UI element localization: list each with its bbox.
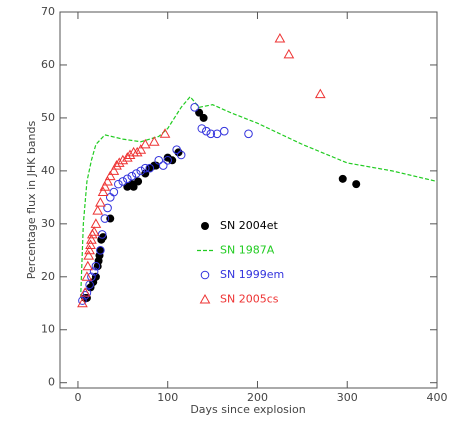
legend-label: SN 2005cs: [220, 293, 279, 306]
plot-frame: [59, 11, 438, 389]
point: [219, 126, 229, 136]
point: [97, 186, 109, 197]
point: [103, 203, 112, 213]
point: [154, 155, 164, 165]
point: [86, 234, 97, 244]
point: [85, 239, 96, 250]
x-tick-label: 400: [427, 391, 448, 404]
point: [113, 157, 125, 167]
point: [131, 169, 141, 178]
point: [199, 113, 208, 122]
legend-label: SN 1999em: [220, 268, 284, 281]
point: [84, 244, 95, 255]
point: [117, 154, 129, 165]
legend-swatch: [199, 293, 211, 304]
point: [176, 150, 186, 160]
point: [168, 156, 177, 165]
x-tick-label: 200: [247, 391, 268, 404]
point: [78, 296, 87, 305]
x-tick-label: 0: [74, 391, 81, 404]
x-tick-label: 100: [157, 391, 178, 404]
point: [96, 246, 105, 255]
point: [92, 205, 104, 215]
point: [274, 32, 286, 43]
point: [163, 155, 173, 165]
point: [95, 197, 106, 207]
point: [352, 180, 361, 189]
point: [197, 124, 207, 133]
y-axis-label: Percentage flux in JHK bands: [25, 121, 38, 280]
line: [80, 95, 438, 298]
legend-label: SN 2004et: [220, 219, 278, 232]
y-tick-label: 20: [41, 270, 55, 283]
point: [79, 287, 91, 297]
y-tick-label: 0: [48, 376, 55, 389]
point: [136, 166, 146, 176]
point: [123, 174, 132, 184]
point: [91, 272, 100, 281]
y-tick-label: 50: [41, 111, 55, 124]
point: [96, 246, 105, 255]
point: [159, 128, 171, 138]
point: [148, 136, 160, 146]
x-tick-label: 300: [337, 391, 358, 404]
point: [127, 171, 137, 181]
point: [124, 149, 136, 159]
point: [108, 165, 120, 175]
point: [102, 175, 113, 186]
point: [314, 88, 326, 99]
legend-swatch: [201, 222, 209, 230]
point: [283, 48, 295, 59]
point: [104, 170, 116, 181]
point: [114, 179, 123, 189]
y-tick-label: 10: [41, 323, 55, 336]
point: [109, 187, 119, 197]
point: [139, 138, 151, 149]
point: [202, 126, 211, 136]
point: [91, 261, 101, 271]
point: [89, 267, 99, 276]
point: [99, 233, 108, 242]
point: [158, 161, 168, 170]
point: [100, 214, 110, 223]
point: [111, 160, 122, 170]
point: [145, 163, 155, 173]
point: [90, 218, 102, 228]
point: [118, 177, 128, 186]
point: [206, 129, 216, 139]
point: [77, 297, 88, 308]
point: [99, 181, 111, 191]
point: [244, 129, 253, 139]
legend-label: SN 1987A: [220, 244, 275, 257]
point: [82, 260, 94, 271]
point: [121, 152, 133, 162]
x-axis-label: Days since explosion: [190, 403, 305, 416]
point: [134, 177, 143, 186]
y-tick-label: 40: [41, 164, 55, 177]
y-tick-label: 70: [41, 5, 55, 18]
point: [190, 103, 199, 112]
point: [81, 271, 93, 281]
point: [131, 146, 143, 157]
point: [140, 163, 150, 173]
point: [85, 280, 94, 290]
point: [135, 144, 147, 154]
point: [129, 182, 138, 191]
legend-swatch: [200, 270, 210, 280]
y-tick-label: 60: [41, 58, 55, 71]
point: [88, 226, 100, 236]
point: [83, 250, 95, 260]
point: [338, 174, 347, 183]
point: [172, 145, 181, 154]
y-tick-label: 30: [41, 217, 55, 230]
